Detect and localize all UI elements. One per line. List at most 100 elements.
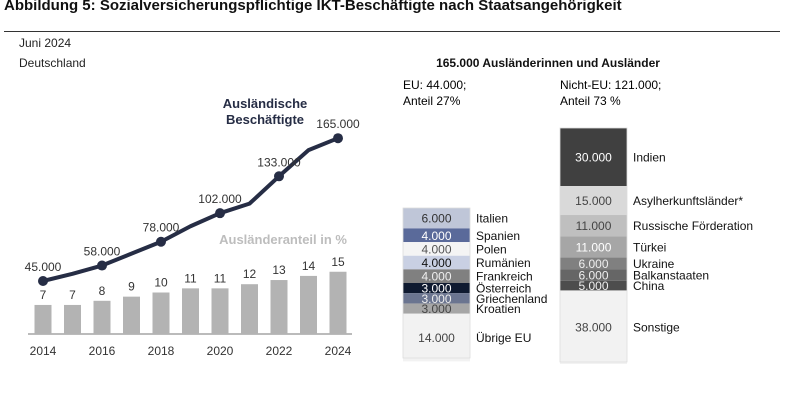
segment-label-0-4: Frankreich (476, 270, 533, 284)
line-label-2020: 102.000 (198, 192, 242, 206)
line-point-2022 (274, 171, 284, 182)
segment-value-0-7: 3.000 (421, 302, 451, 316)
bar-label-2024: 15 (331, 255, 345, 269)
segment-value-0-1: 4.000 (421, 229, 451, 243)
segment-1-0 (560, 128, 627, 187)
segment-1-3 (560, 236, 627, 258)
bar-label-2023: 14 (302, 259, 316, 273)
stack-outline-1 (559, 127, 628, 363)
segment-0-6 (403, 293, 470, 304)
segment-0-1 (403, 228, 470, 243)
bar-2015 (64, 304, 81, 334)
bar-2020 (211, 288, 229, 334)
line-label-2014: 45.000 (25, 260, 62, 274)
noneu-header-2: Anteil 73 % (560, 94, 621, 108)
segment-label-0-2: Polen (476, 242, 507, 256)
eu-header-2: Anteil 27% (403, 94, 461, 108)
segment-0-8 (403, 313, 470, 362)
line-point-2018 (156, 236, 166, 247)
segment-0-3 (403, 255, 470, 270)
segment-value-0-6: 3.000 (421, 292, 451, 306)
bar-2017 (123, 296, 140, 334)
segment-value-1-5: 6.000 (578, 268, 608, 282)
segment-label-0-6: Griechenland (476, 292, 547, 306)
stacked-title: 165.000 Ausländerinnen und Ausländer (436, 56, 660, 70)
bar-2019 (182, 288, 199, 334)
segment-value-1-6: 5.000 (578, 279, 608, 293)
bar-legend: Ausländeranteil in % (219, 232, 347, 247)
segment-1-6 (560, 280, 627, 291)
segment-label-1-4: Ukraine (633, 257, 675, 271)
x-tick-2020: 2020 (207, 344, 234, 358)
bar-2022 (270, 280, 288, 334)
segment-label-1-2: Russische Förderation (633, 219, 753, 233)
x-tick-2016: 2016 (89, 344, 116, 358)
segment-0-5 (403, 283, 470, 294)
line-point-2014 (38, 276, 48, 286)
segment-value-1-1: 15.000 (575, 194, 612, 208)
bar-label-2019: 11 (184, 271, 197, 285)
segment-1-7 (560, 290, 627, 364)
segment-label-0-7: Kroatien (476, 302, 521, 316)
segment-1-5 (560, 269, 627, 281)
bar-label-2018: 10 (154, 276, 168, 290)
bar-2021 (241, 284, 258, 334)
noneu-header-1: Nicht-EU: 121.000; (560, 78, 661, 92)
bar-label-2016: 8 (99, 284, 106, 298)
bar-2014 (34, 304, 52, 334)
segment-label-0-1: Spanien (476, 229, 520, 243)
bar-label-2014: 7 (40, 288, 47, 302)
bar-label-2020: 11 (214, 271, 227, 285)
segment-0-4 (403, 269, 470, 283)
line-series (42, 136, 339, 283)
line-label-2018: 78.000 (143, 221, 180, 235)
segment-value-1-7: 38.000 (575, 321, 612, 335)
bar-2016 (93, 300, 111, 334)
line-label-2024: 165.000 (316, 117, 360, 131)
segment-0-0 (403, 208, 470, 229)
segment-value-0-0: 6.000 (421, 212, 451, 226)
bar-label-2017: 9 (128, 280, 135, 294)
segment-value-0-4: 4.000 (421, 270, 451, 284)
eu-header-1: EU: 44.000; (403, 78, 466, 92)
segment-1-2 (560, 215, 627, 237)
bar-label-2021: 12 (243, 267, 257, 281)
segment-label-0-0: Italien (476, 212, 508, 226)
segment-value-0-5: 3.000 (421, 282, 451, 296)
segment-label-1-3: Türkei (633, 240, 666, 254)
segment-label-1-1: Asylherkunftsländer* (633, 194, 743, 208)
line-label-2022: 133.000 (257, 155, 301, 169)
bar-2023 (300, 275, 317, 334)
segment-value-1-4: 6.000 (578, 257, 608, 271)
bar-2024 (329, 271, 347, 334)
line-point-2016 (97, 260, 107, 271)
line-point-2020 (215, 208, 225, 219)
x-tick-2022: 2022 (266, 344, 293, 358)
line-label-2016: 58.000 (84, 245, 121, 259)
title-rule (4, 31, 780, 32)
segment-value-1-0: 30.000 (575, 151, 612, 165)
line-bar-chart: Ausländische Beschäftigte Ausländerantei… (25, 96, 360, 358)
line-legend-2: Beschäftigte (226, 112, 304, 127)
segment-label-1-5: Balkanstaaten (633, 268, 709, 282)
segment-value-1-3: 11.000 (576, 240, 612, 254)
segment-1-1 (560, 186, 627, 216)
segment-label-1-7: Sonstige (633, 321, 680, 335)
line-legend-1: Ausländische (223, 96, 308, 111)
segment-label-1-0: Indien (633, 151, 666, 165)
segment-0-2 (403, 242, 470, 256)
x-tick-2018: 2018 (148, 344, 175, 358)
bar-label-2015: 7 (69, 288, 76, 302)
segment-value-1-2: 11.000 (576, 219, 612, 233)
stack-outline-0 (402, 207, 471, 359)
segment-0-7 (403, 303, 470, 314)
segment-value-0-8: 14.000 (418, 331, 455, 345)
bar-2018 (152, 292, 170, 334)
segment-label-1-6: China (633, 279, 665, 293)
x-tick-2014: 2014 (30, 344, 57, 358)
bar-label-2022: 13 (272, 263, 286, 277)
subtitle-date: Juni 2024 (19, 36, 72, 50)
segment-label-0-5: Österreich (476, 282, 531, 296)
segment-label-0-8: Übrige EU (476, 331, 531, 345)
